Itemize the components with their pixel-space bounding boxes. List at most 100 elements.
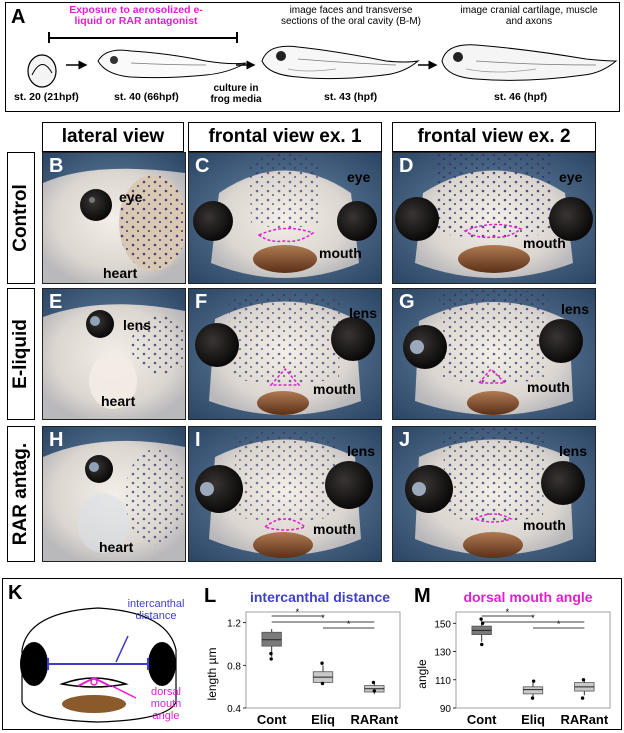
row-header-eliquid: E-liquid (7, 288, 35, 420)
chart-title: dorsal mouth angle (463, 589, 592, 605)
row-label-eliquid: E-liquid (10, 319, 32, 389)
outlier-point (582, 678, 585, 681)
column-header-frontal-1: frontal view ex. 1 (188, 122, 382, 152)
outlier-point (269, 652, 272, 655)
label-lens: lens (347, 443, 375, 459)
significance-star: * (531, 613, 535, 623)
photo-i: I lens mouth (188, 426, 382, 562)
label-mouth: mouth (523, 517, 566, 533)
significance-star: * (557, 619, 561, 629)
significance-star: * (506, 607, 510, 617)
box (523, 687, 543, 694)
label-heart: heart (101, 393, 135, 409)
significance-star: * (296, 607, 300, 617)
y-tick-label: 90 (440, 704, 452, 715)
photo-g: G lens mouth (392, 288, 596, 420)
y-tick-label: 0.4 (227, 704, 241, 715)
label-mouth: mouth (313, 381, 356, 397)
chart-letter: M (414, 585, 431, 607)
row-label-rar: RAR antag. (10, 443, 32, 545)
label-heart: heart (99, 539, 133, 555)
chart-l: L intercanthal distance length µm 0.4 0.8… (200, 582, 410, 728)
photo-c: C eye mouth (188, 152, 382, 284)
panel-letter: H (49, 429, 63, 452)
photo-f: F lens mouth (188, 288, 382, 420)
plot-area: 90 110 130 150 Cont Eliq RARant * * * (434, 607, 610, 727)
panel-letter: F (195, 291, 207, 314)
label-mouth: mouth (313, 521, 356, 537)
stage-label-20: st. 20 (21hpf) (14, 91, 79, 103)
outlier-point (372, 681, 375, 684)
outlier-point (269, 657, 272, 660)
stage-label-46: st. 46 (hpf) (494, 91, 547, 103)
column-header-frontal-2: frontal view ex. 2 (392, 122, 596, 152)
plot-area: 0.4 0.8 1.2 Cont Eliq RARant * * * (227, 607, 400, 727)
panel-letter: J (399, 429, 410, 452)
mouth-angle-label: dorsal mouth angle (136, 686, 196, 722)
label-mouth: mouth (527, 379, 570, 395)
photo-e: E lens heart (42, 288, 186, 420)
panel-letter: C (195, 155, 209, 178)
outlier-point (480, 643, 483, 646)
culture-label: culture in frog media (204, 83, 268, 105)
stage43-tadpole (262, 46, 418, 78)
y-tick-label: 0.8 (227, 661, 241, 672)
category-label: Cont (257, 712, 287, 727)
panel-letter: I (195, 429, 201, 452)
label-lens: lens (349, 305, 377, 321)
stage40-tadpole (98, 50, 246, 78)
label-eye: eye (347, 169, 370, 185)
label-heart: heart (103, 265, 137, 281)
stage20-embryo (28, 55, 56, 87)
chart-title: intercanthal distance (250, 589, 390, 605)
intercanthal-label: intercanthal distance (118, 598, 194, 622)
panel-a: A Exposure to aerosolized e-liquid or RA… (5, 2, 620, 112)
panel-letter: B (49, 155, 63, 178)
y-axis-label: length µm (205, 648, 219, 701)
label-lens: lens (561, 301, 589, 317)
label-lens: lens (559, 443, 587, 459)
outlier-point (373, 689, 376, 692)
outlier-point (531, 696, 534, 699)
panel-letter: G (399, 291, 415, 314)
photo-d: D eye mouth (392, 152, 596, 284)
row-header-control: Control (7, 152, 35, 284)
panel-letter: E (49, 291, 62, 314)
panel-letter: D (399, 155, 413, 178)
y-axis-label: angle (415, 659, 429, 689)
significance-star: * (347, 619, 351, 629)
label-mouth: mouth (523, 235, 566, 251)
label-lens: lens (123, 317, 151, 333)
photo-h: H heart (42, 426, 186, 562)
y-tick-label: 1.2 (227, 619, 241, 630)
outlier-point (321, 682, 324, 685)
chart-letter: L (204, 585, 216, 607)
row-header-rar: RAR antag. (7, 426, 35, 562)
chart-m: M dorsal mouth angle angle 90 110 130 150 Co… (410, 582, 620, 728)
plot-frame (246, 612, 400, 708)
category-label: RARant (350, 712, 398, 727)
category-label: RARant (560, 712, 608, 727)
stage-label-43: st. 43 (hpf) (324, 91, 377, 103)
stage46-tadpole (442, 45, 616, 81)
significance-star: * (321, 613, 325, 623)
category-label: Eliq (311, 712, 335, 727)
category-label: Eliq (521, 712, 545, 727)
category-label: Cont (467, 712, 497, 727)
outlier-point (581, 696, 584, 699)
y-tick-label: 110 (435, 676, 451, 687)
photo-b: B eye heart (42, 152, 186, 284)
row-label-control: Control (10, 184, 32, 252)
label-eye: eye (559, 169, 582, 185)
stage-label-40: st. 40 (66hpf) (114, 91, 179, 103)
outlier-point (479, 617, 482, 620)
photo-j: J lens mouth (392, 426, 596, 562)
outlier-point (532, 679, 535, 682)
y-tick-label: 130 (434, 648, 451, 659)
box (262, 632, 282, 646)
label-eye: eye (119, 189, 142, 205)
label-mouth: mouth (319, 245, 362, 261)
outlier-point (320, 662, 323, 665)
y-tick-label: 150 (434, 619, 451, 630)
column-header-lateral: lateral view (42, 122, 184, 152)
